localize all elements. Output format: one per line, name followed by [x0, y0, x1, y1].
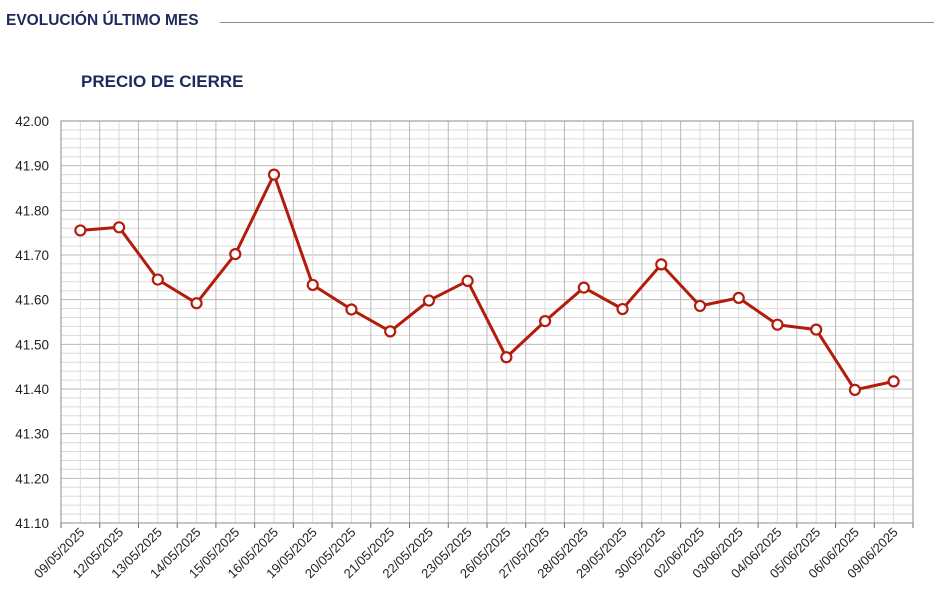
y-tick-label: 41.70: [15, 248, 49, 263]
data-point: [655, 258, 668, 271]
data-point: [810, 323, 823, 336]
data-point: [384, 325, 397, 338]
data-point: [422, 294, 436, 307]
data-point: [229, 248, 242, 261]
data-point: [151, 273, 164, 286]
data-point: [267, 168, 281, 181]
data-point: [306, 278, 319, 292]
y-tick-label: 41.40: [15, 382, 49, 397]
data-point: [461, 274, 474, 288]
section-title: EVOLUCIÓN ÚLTIMO MES: [6, 12, 199, 29]
data-point: [693, 299, 707, 313]
data-point: [577, 281, 590, 294]
data-point: [616, 302, 629, 316]
y-tick-label: 42.00: [15, 114, 49, 129]
data-point: [538, 315, 552, 328]
data-point: [732, 291, 745, 304]
data-point: [74, 224, 87, 237]
data-point: [345, 303, 358, 316]
y-tick-label: 41.20: [15, 471, 49, 486]
data-point: [771, 318, 784, 331]
y-tick-label: 41.30: [15, 427, 49, 442]
series-line: [80, 173, 894, 392]
data-point: [887, 375, 900, 388]
y-tick-label: 41.60: [15, 293, 49, 308]
data-point: [112, 221, 126, 234]
y-tick-label: 41.80: [15, 203, 49, 218]
header-divider: [220, 22, 934, 23]
data-point: [500, 351, 513, 364]
section-header: EVOLUCIÓN ÚLTIMO MES: [6, 12, 934, 34]
chart-title: PRECIO DE CIERRE: [81, 72, 244, 91]
data-point: [190, 297, 203, 310]
data-point: [848, 383, 862, 396]
y-tick-label: 41.10: [15, 516, 49, 531]
y-tick-label: 41.90: [15, 159, 49, 174]
y-tick-label: 41.50: [15, 337, 49, 352]
